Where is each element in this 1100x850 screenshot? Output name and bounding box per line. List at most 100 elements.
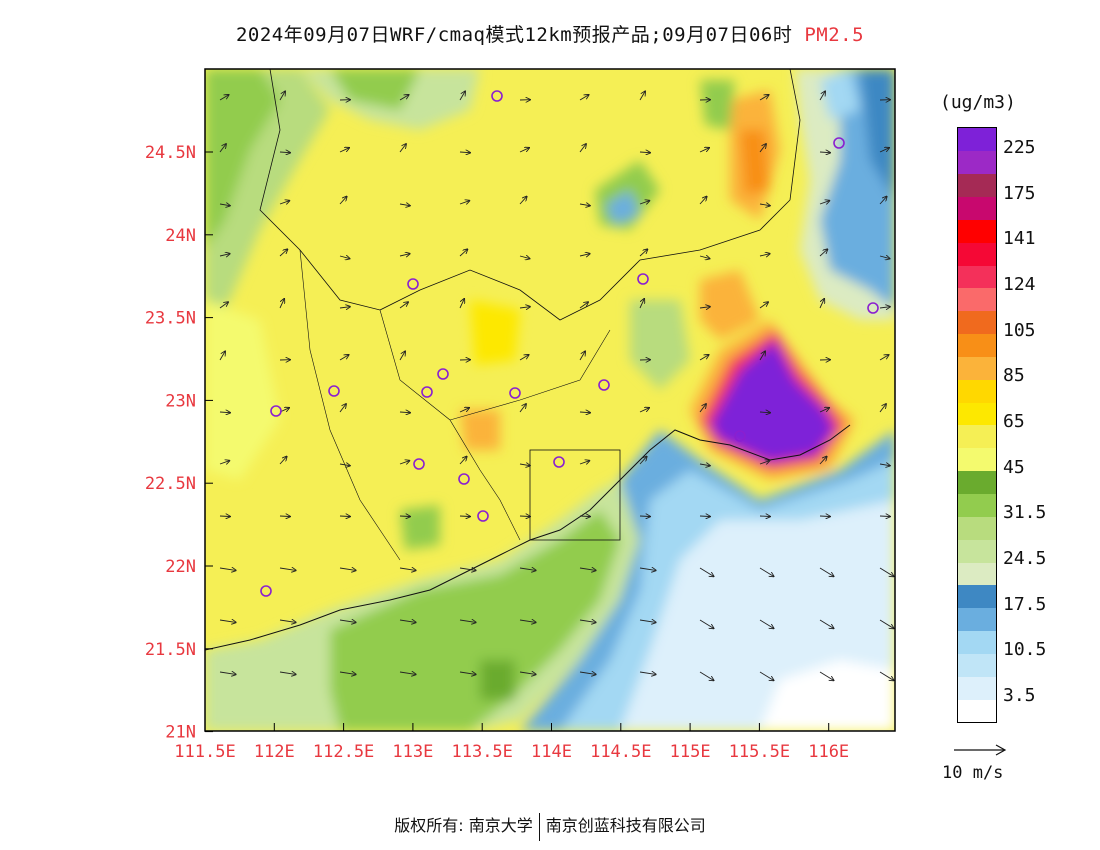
wind-arrow xyxy=(519,672,536,674)
wind-arrow xyxy=(399,620,416,622)
wind-arrow xyxy=(279,672,296,674)
wind-arrow xyxy=(519,307,530,308)
legend-unit: (ug/m3) xyxy=(940,92,1016,113)
wind-arrow xyxy=(219,672,236,674)
wind-arrow xyxy=(819,299,824,309)
wind-arrow xyxy=(579,95,589,101)
wind-arrow xyxy=(699,464,710,466)
legend-label: 175 xyxy=(1003,182,1036,204)
wind-arrow xyxy=(219,516,230,517)
legend-label: 85 xyxy=(1003,365,1025,387)
lat-label: 22.5N xyxy=(145,474,196,494)
lat-label: 21N xyxy=(165,723,196,743)
station-marker xyxy=(491,90,503,102)
wind-arrow xyxy=(819,516,830,517)
wind-arrow xyxy=(399,516,410,517)
wind-arrow xyxy=(399,461,409,464)
legend-swatch xyxy=(958,150,996,175)
wind-arrow xyxy=(759,619,774,628)
wind-arrow xyxy=(759,351,765,361)
wind-arrow xyxy=(519,464,530,466)
wind-arrow xyxy=(219,95,229,101)
lon-label: 113E xyxy=(392,742,433,762)
wind-arrow xyxy=(519,197,527,205)
wind-arrow xyxy=(699,355,709,361)
wind-arrow xyxy=(519,568,536,570)
wind-arrow xyxy=(879,256,890,259)
wind-arrow xyxy=(819,201,829,204)
wind-arrow xyxy=(879,567,894,576)
wind-arrow xyxy=(519,256,530,259)
legend-swatch xyxy=(958,607,996,632)
station-marker xyxy=(553,456,565,468)
lat-label: 23.5N xyxy=(145,309,196,329)
wind-arrow xyxy=(219,144,226,153)
wind-arrow xyxy=(279,249,287,257)
lon-label: 112.5E xyxy=(313,742,374,762)
legend-label: 105 xyxy=(1003,319,1036,341)
wind-arrow xyxy=(339,568,356,570)
wind-arrow xyxy=(819,249,827,257)
city-boundaries xyxy=(299,249,611,561)
wind-arrow xyxy=(519,620,536,622)
wind-arrow xyxy=(279,91,285,101)
wind-arrow xyxy=(639,672,656,674)
wind-arrow xyxy=(339,516,350,517)
wind-arrow xyxy=(219,568,236,570)
legend-swatch xyxy=(958,287,996,312)
lat-label: 21.5N xyxy=(145,640,196,660)
wind-arrow xyxy=(219,254,230,256)
wind-arrow xyxy=(819,152,830,153)
wind-arrow xyxy=(219,204,230,206)
wind-arrow xyxy=(459,91,465,101)
wind-arrow xyxy=(879,671,894,680)
wind-arrow xyxy=(459,568,476,570)
lon-label: 112E xyxy=(254,742,295,762)
wind-arrow xyxy=(459,672,476,674)
legend-label: 141 xyxy=(1003,228,1036,250)
wind-arrow xyxy=(279,152,290,153)
reference-vector-label: 10 m/s xyxy=(942,763,1004,783)
wind-arrow xyxy=(519,516,530,517)
wind-arrow xyxy=(339,404,346,413)
wind-arrow xyxy=(639,249,647,257)
footer-left: 版权所有: 南京大学 xyxy=(394,816,533,835)
wind-arrow xyxy=(879,464,890,466)
legend-swatch xyxy=(958,699,996,723)
wind-arrow xyxy=(819,457,827,465)
title-text: 2024年09月07日WRF/cmaq模式12km预报产品;09月07日06时 xyxy=(235,24,793,46)
wind-arrow xyxy=(459,249,467,257)
station-marker xyxy=(734,430,746,442)
wind-arrow xyxy=(879,355,889,361)
wind-arrow xyxy=(879,197,887,205)
wind-arrow xyxy=(339,620,356,622)
station-marker xyxy=(509,387,521,399)
wind-arrow xyxy=(219,302,228,309)
wind-arrow xyxy=(459,299,464,309)
legend-swatch xyxy=(958,356,996,380)
station-marker xyxy=(833,137,845,149)
wind-arrow xyxy=(759,412,770,413)
wind-arrow xyxy=(219,412,230,413)
station-marker xyxy=(637,273,649,285)
legend-swatch xyxy=(958,128,996,152)
wind-arrow xyxy=(399,302,408,309)
wind-arrow xyxy=(279,568,296,570)
legend-swatch xyxy=(958,379,996,403)
station-marker xyxy=(328,385,340,397)
wind-arrow xyxy=(639,457,647,465)
footer-right: 南京创蓝科技有限公司 xyxy=(545,816,706,835)
wind-arrow xyxy=(639,568,656,570)
concentration-field xyxy=(205,69,895,731)
wind-arrow xyxy=(819,567,834,576)
wind-arrow xyxy=(339,256,350,259)
legend-swatch xyxy=(958,470,996,495)
lon-label: 114.5E xyxy=(590,742,651,762)
wind-arrow xyxy=(579,254,590,256)
wind-arrow xyxy=(399,412,410,413)
wind-arrow xyxy=(639,201,649,204)
legend-swatch xyxy=(958,265,996,289)
wind-arrow xyxy=(759,144,766,153)
legend-swatch xyxy=(958,425,996,449)
wind-vectors xyxy=(219,91,894,680)
